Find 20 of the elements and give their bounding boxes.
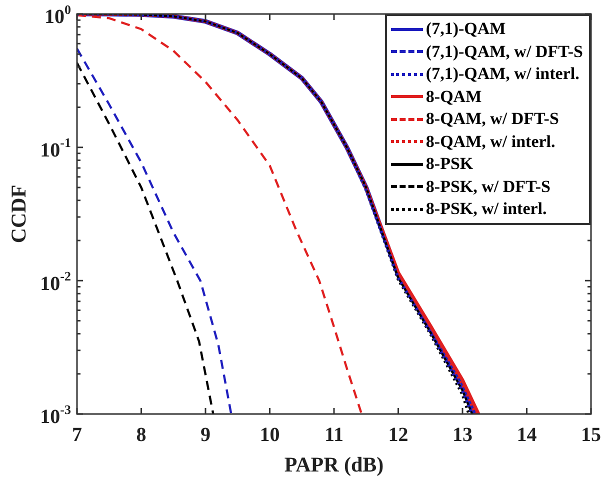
x-tick-label: 7	[72, 424, 82, 446]
legend-label: 8-QAM, w/ interl.	[426, 130, 556, 152]
x-tick-label: 9	[200, 424, 210, 446]
legend-label: 8-PSK, w/ interl.	[426, 198, 547, 220]
y-axis-title: CCDF	[6, 184, 30, 244]
x-tick-label: 10	[260, 424, 280, 446]
legend-label: (7,1)-QAM, w/ interl.	[426, 63, 580, 85]
legend-label: 8-PSK, w/ DFT-S	[426, 176, 550, 198]
legend-label: 8-QAM, w/ DFT-S	[426, 108, 559, 130]
legend-label: (7,1)-QAM	[426, 18, 506, 40]
legend-label: 8-QAM	[426, 86, 482, 108]
x-tick-label: 14	[516, 424, 537, 446]
x-tick-label: 11	[324, 424, 344, 446]
x-axis-title: PAPR (dB)	[284, 452, 384, 476]
legend-label: 8-PSK	[426, 153, 474, 175]
x-tick-label: 12	[388, 424, 408, 446]
x-tick-label: 13	[452, 424, 472, 446]
x-tick-label: 15	[581, 424, 601, 446]
x-tick-label: 8	[136, 424, 146, 446]
legend-label: (7,1)-QAM, w/ DFT-S	[426, 40, 583, 62]
